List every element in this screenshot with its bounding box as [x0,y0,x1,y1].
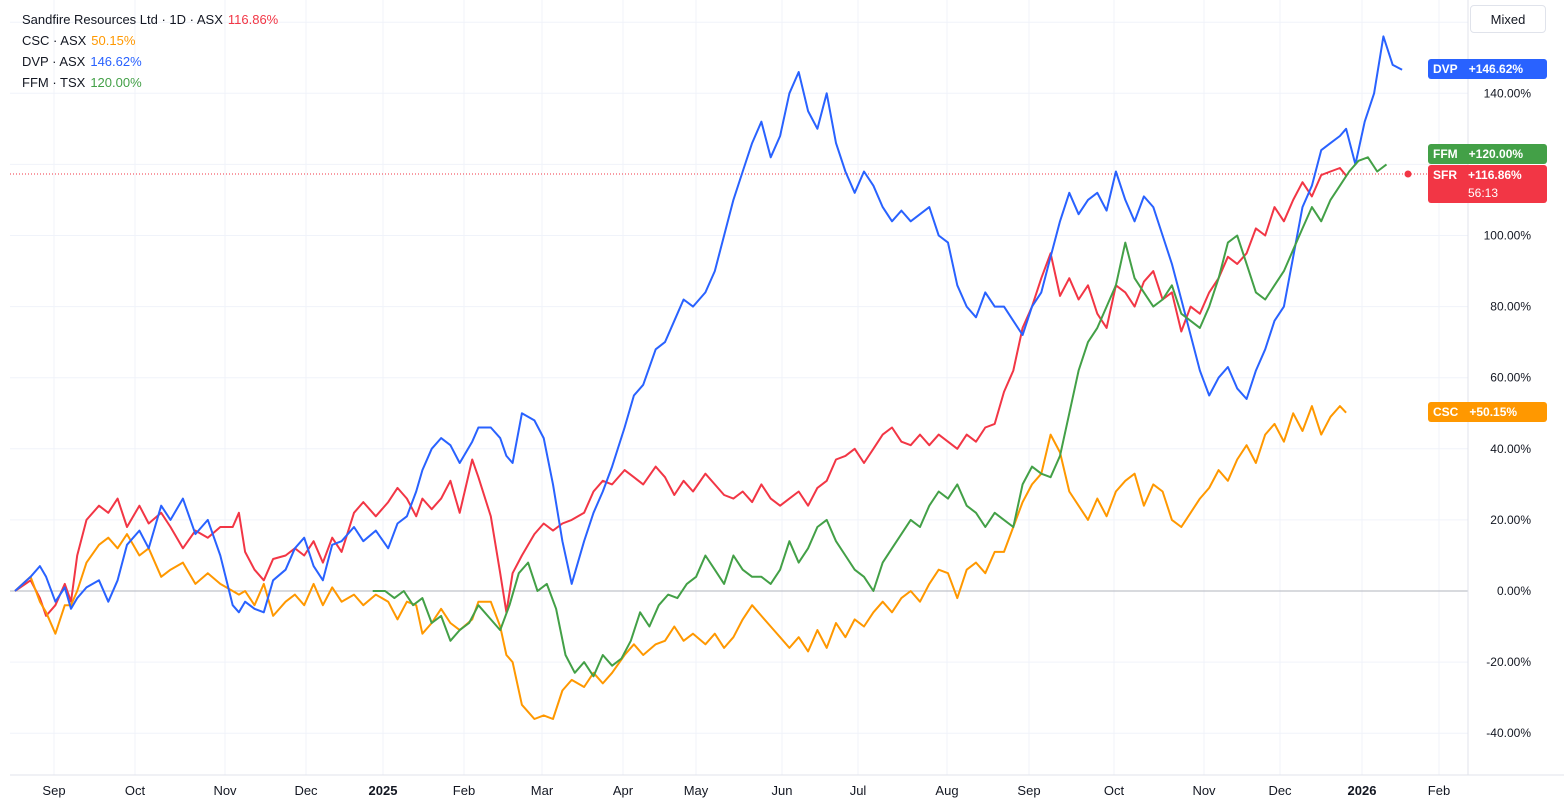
tag-value: +120.00% [1468,147,1524,161]
x-tick-label: Oct [1104,783,1125,798]
x-tick-label: Apr [613,783,634,798]
price-tag-csc: CSC +50.15% [1428,402,1547,422]
legend-value: 116.86% [227,12,279,27]
legend-label: FFM · TSX [22,75,86,90]
last-value-dot [1404,170,1412,178]
bar-countdown: 56:13 [1468,186,1499,200]
tag-symbol: CSC [1433,405,1459,419]
legend-row-ffm[interactable]: FFM · TSX 120.00% [22,72,278,93]
x-tick-label: Feb [453,783,475,798]
tag-value: +146.62% [1468,62,1524,76]
x-tick-label: Nov [213,783,237,798]
tag-symbol: DVP [1433,62,1458,76]
series-layer [14,35,1403,720]
scale-mode-button[interactable]: Mixed [1470,5,1546,33]
price-tag-sfr: SFR +116.86% 56:13 [1428,165,1547,203]
legend: Sandfire Resources Ltd · 1D · ASX 116.86%… [22,9,278,93]
legend-row-csc[interactable]: CSC · ASX 50.15% [22,30,278,51]
x-tick-label: Oct [125,783,146,798]
x-tick-label: Jun [772,783,793,798]
grid-lines [10,0,1468,775]
tag-value: +50.15% [1469,405,1518,419]
y-tick-label: 140.00% [1484,86,1532,100]
y-tick-label: -40.00% [1486,726,1531,740]
x-tick-label: Nov [1192,783,1216,798]
legend-row-dvp[interactable]: DVP · ASX 146.62% [22,51,278,72]
x-tick-label: Feb [1428,783,1450,798]
series-line-csc[interactable] [14,405,1347,720]
series-line-sfr[interactable] [14,167,1347,617]
price-tag-dvp: DVP +146.62% [1428,59,1547,79]
x-tick-label: Aug [935,783,958,798]
tag-symbol: SFR [1433,168,1457,182]
price-axis[interactable]: 140.00% 100.00% 80.00% 60.00% 40.00% 20.00% 0.… [1484,86,1532,740]
legend-value: 146.62% [90,54,142,69]
legend-label: DVP · ASX [22,54,86,69]
tag-symbol: FFM [1433,147,1458,161]
x-tick-label: Sep [42,783,65,798]
y-tick-label: 40.00% [1490,442,1531,456]
x-tick-label: Mar [531,783,554,798]
y-tick-label: -20.00% [1486,655,1531,669]
y-tick-label: 20.00% [1490,513,1531,527]
y-tick-label: 0.00% [1497,584,1531,598]
legend-value: 50.15% [91,33,136,48]
x-tick-label: 2025 [369,783,398,798]
time-axis[interactable]: Sep Oct Nov Dec 2025 Feb Mar Apr May Jun Jul Aug Sep… [42,783,1450,798]
y-tick-label: 80.00% [1490,300,1531,314]
legend-row-sfr[interactable]: Sandfire Resources Ltd · 1D · ASX 116.86% [22,9,278,30]
tag-value: +116.86% [1468,168,1522,182]
legend-label: Sandfire Resources Ltd · 1D · ASX [22,12,223,27]
series-line-dvp[interactable] [14,35,1403,614]
series-line-ffm[interactable] [372,156,1388,678]
x-tick-label: Dec [1268,783,1292,798]
price-tag-ffm: FFM +120.00% [1428,144,1547,164]
x-tick-label: Dec [294,783,318,798]
x-tick-label: May [684,783,709,798]
x-tick-label: 2026 [1348,783,1377,798]
x-tick-label: Sep [1017,783,1040,798]
y-tick-label: 100.00% [1484,229,1532,243]
x-tick-label: Jul [850,783,867,798]
legend-value: 120.00% [90,75,142,90]
y-tick-label: 60.00% [1490,371,1531,385]
legend-label: CSC · ASX [22,33,87,48]
